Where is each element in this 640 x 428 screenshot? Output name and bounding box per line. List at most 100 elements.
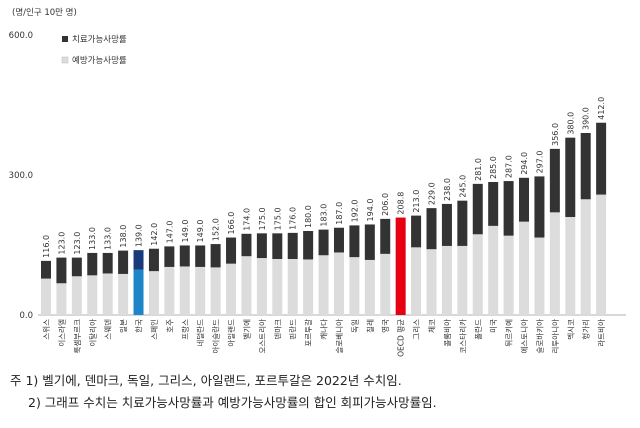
bar-segment-preventable <box>133 269 144 315</box>
bar-value-label: 206.0 <box>381 193 390 216</box>
category-label: 미국 <box>489 319 498 333</box>
bar-segment-preventable <box>71 276 82 315</box>
category-label: 코스타리카 <box>458 319 467 354</box>
bar-segment-treatable <box>580 133 591 200</box>
bar-segment-preventable <box>426 249 437 315</box>
category-label: 칠레 <box>366 319 375 333</box>
bar-value-label: 187.0 <box>335 202 344 225</box>
bar-segment-treatable <box>349 225 360 258</box>
category-label: 캐나다 <box>320 319 329 340</box>
bar-segment-preventable <box>195 266 206 315</box>
bar-segment-preventable <box>303 259 314 315</box>
bar-segment-treatable <box>426 208 437 250</box>
bar-segment-treatable <box>380 218 391 254</box>
bar-segment-preventable <box>226 263 237 315</box>
bar-segment-treatable <box>364 224 375 260</box>
bar-value-label: 180.0 <box>304 205 313 228</box>
bar-value-label: 183.0 <box>320 204 329 227</box>
bar-segment-preventable <box>256 258 267 315</box>
bar-segment-treatable <box>534 176 545 238</box>
bar-value-label: 116.0 <box>42 235 51 258</box>
category-label: 멕시코 <box>565 319 575 340</box>
legend-label-preventable: 예방가능사망률 <box>72 55 127 66</box>
bar-value-label: 138.0 <box>119 225 128 248</box>
category-label: 에스토니아 <box>519 319 529 354</box>
category-label: 한국 <box>135 319 144 333</box>
bar-segment-preventable <box>87 275 98 315</box>
bar-segment-preventable <box>118 273 129 315</box>
category-label: 체코 <box>427 319 437 333</box>
bar-segment-preventable <box>534 237 545 315</box>
bar-value-label: 194.0 <box>366 199 375 222</box>
category-label: 일본 <box>119 319 128 333</box>
bar-value-label: 149.0 <box>181 220 190 243</box>
bar-value-label: 238.0 <box>443 178 452 201</box>
bar-value-label: 208.8 <box>397 192 406 215</box>
bar-value-label: 192.0 <box>350 199 359 222</box>
bar-segment-preventable <box>549 212 560 315</box>
bar-value-label: 175.0 <box>273 207 282 230</box>
y-axis: 600.0 300.0 0.0 <box>9 31 33 321</box>
bar-segment-treatable <box>333 227 344 253</box>
category-label: 스위스 <box>42 319 51 340</box>
category-label: 호주 <box>165 319 174 333</box>
bar-segment-preventable <box>380 253 391 315</box>
category-label: 스웨덴 <box>104 319 113 340</box>
category-label: 헝가리 <box>582 319 591 340</box>
bar-value-label: 412.0 <box>597 97 606 120</box>
bar-value-label: 297.0 <box>535 150 544 173</box>
category-label: 프랑스 <box>181 319 190 340</box>
bar-segment-preventable <box>164 266 175 315</box>
bar-segment-treatable <box>102 252 113 274</box>
category-label: 덴마크 <box>273 319 282 340</box>
bar-value-label: 380.0 <box>566 112 575 135</box>
bar-value-label: 133.0 <box>104 227 113 250</box>
bar-segment-preventable <box>519 221 530 315</box>
bar-segment-treatable <box>503 181 514 236</box>
bar-segment-preventable <box>565 217 576 315</box>
category-label: 핀란드 <box>288 319 298 340</box>
bar-segment-preventable <box>441 245 452 315</box>
bar-value-label: 123.0 <box>57 232 66 255</box>
bar-value-label: 294.0 <box>520 152 529 175</box>
bar-segment-treatable <box>41 260 51 279</box>
category-label: 포르투갈 <box>304 319 313 347</box>
category-label: 네덜란드 <box>195 319 205 347</box>
bar-value-label: 166.0 <box>227 212 236 235</box>
bar-segment-treatable <box>457 200 468 246</box>
bar-segment-preventable <box>318 255 329 315</box>
bar-segment-treatable <box>287 232 298 259</box>
category-label: 이탈리아 <box>87 319 97 347</box>
footnote-1: 주 1) 벨기에, 덴마크, 독일, 그리스, 아일랜드, 포르투갈은 2022… <box>10 373 402 388</box>
bar-segment-treatable <box>56 257 67 284</box>
bar-segment-treatable <box>318 229 329 256</box>
bar-value-label: 142.0 <box>150 223 159 246</box>
bar-segment-treatable <box>164 246 175 267</box>
bar-segment-treatable <box>519 177 530 222</box>
bar-value-label: 147.0 <box>165 220 174 243</box>
bar-value-label: 390.0 <box>582 107 591 130</box>
category-label: 룩셈부르크 <box>73 319 82 354</box>
bar-value-label: 176.0 <box>289 207 298 230</box>
unit-label: (명/인구 10만 명) <box>12 7 77 18</box>
bar-segment-treatable <box>195 245 206 267</box>
bar-segment-preventable <box>349 257 360 315</box>
bar-segment-treatable <box>71 257 82 277</box>
bar-segment-preventable <box>333 252 344 315</box>
bar-segment-treatable <box>488 182 499 226</box>
bar-segment-preventable <box>148 271 159 315</box>
bar-segment-treatable <box>565 137 576 217</box>
category-label: 벨기에 <box>242 319 251 340</box>
bar-value-label: 245.0 <box>458 175 467 198</box>
avoidable-mortality-chart: (명/인구 10만 명) 600.0 300.0 0.0 치료가능사망률 예방가… <box>9 7 626 357</box>
bar-segment-treatable <box>226 237 237 264</box>
bar-segment-preventable <box>179 266 190 315</box>
category-label: 슬로베니아 <box>334 319 344 354</box>
bar-segment-preventable <box>241 256 252 315</box>
category-label: 폴란드 <box>473 319 483 340</box>
bar-value-label: 139.0 <box>135 224 144 247</box>
bar-segment-preventable <box>580 199 591 315</box>
bar-segment-treatable <box>179 245 190 267</box>
bar-value-label: 152.0 <box>212 218 221 241</box>
category-label: 이스라엘 <box>56 319 66 347</box>
